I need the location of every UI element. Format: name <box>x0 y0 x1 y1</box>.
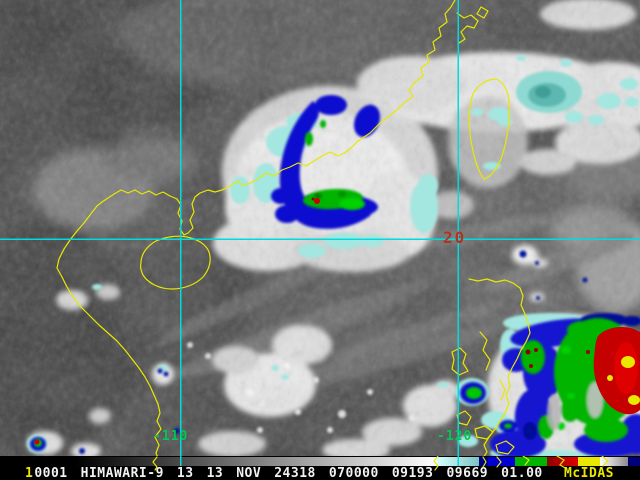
satellite-image[interactable] <box>0 0 640 458</box>
red-enhancement-core <box>34 197 640 445</box>
status-day: 13 <box>206 465 224 480</box>
coastline-overlay <box>56 0 531 458</box>
latitude-label-20: 20 <box>443 228 467 247</box>
longitude-label-120: -120 <box>437 429 473 444</box>
latlon-grid <box>0 0 640 458</box>
status-value-2: 09669 <box>446 465 489 480</box>
gridline-20n <box>0 238 640 240</box>
mcidas-brand-label: McIDAS <box>564 465 614 480</box>
cyclone-red-spot <box>314 198 320 204</box>
cyclone-blue-band <box>279 101 371 229</box>
coastline-china-vietnam <box>56 0 456 458</box>
status-time: 070000 <box>328 465 379 480</box>
gridline-120e <box>457 0 459 458</box>
gridline-110e <box>180 0 182 458</box>
status-image-id: 0001 <box>34 465 68 480</box>
coastline-hainan <box>140 235 211 290</box>
longitude-label-110: -110 <box>153 429 189 444</box>
coastline-luzon <box>468 278 531 458</box>
coastline-china-islands <box>456 12 479 44</box>
status-julian-date: 24318 <box>274 465 316 480</box>
status-band: 13 <box>176 465 194 480</box>
status-value-1: 09193 <box>391 465 434 480</box>
status-month: NOV <box>236 465 262 480</box>
frame-number: 1 <box>25 465 34 480</box>
status-satellite: HIMAWARI-9 <box>80 465 164 480</box>
status-bar: 1 0001 HIMAWARI-9 13 13 NOV 24318 070000… <box>0 466 640 480</box>
coastline-taiwan <box>468 78 510 180</box>
status-value-3: 01.00 <box>501 465 543 480</box>
